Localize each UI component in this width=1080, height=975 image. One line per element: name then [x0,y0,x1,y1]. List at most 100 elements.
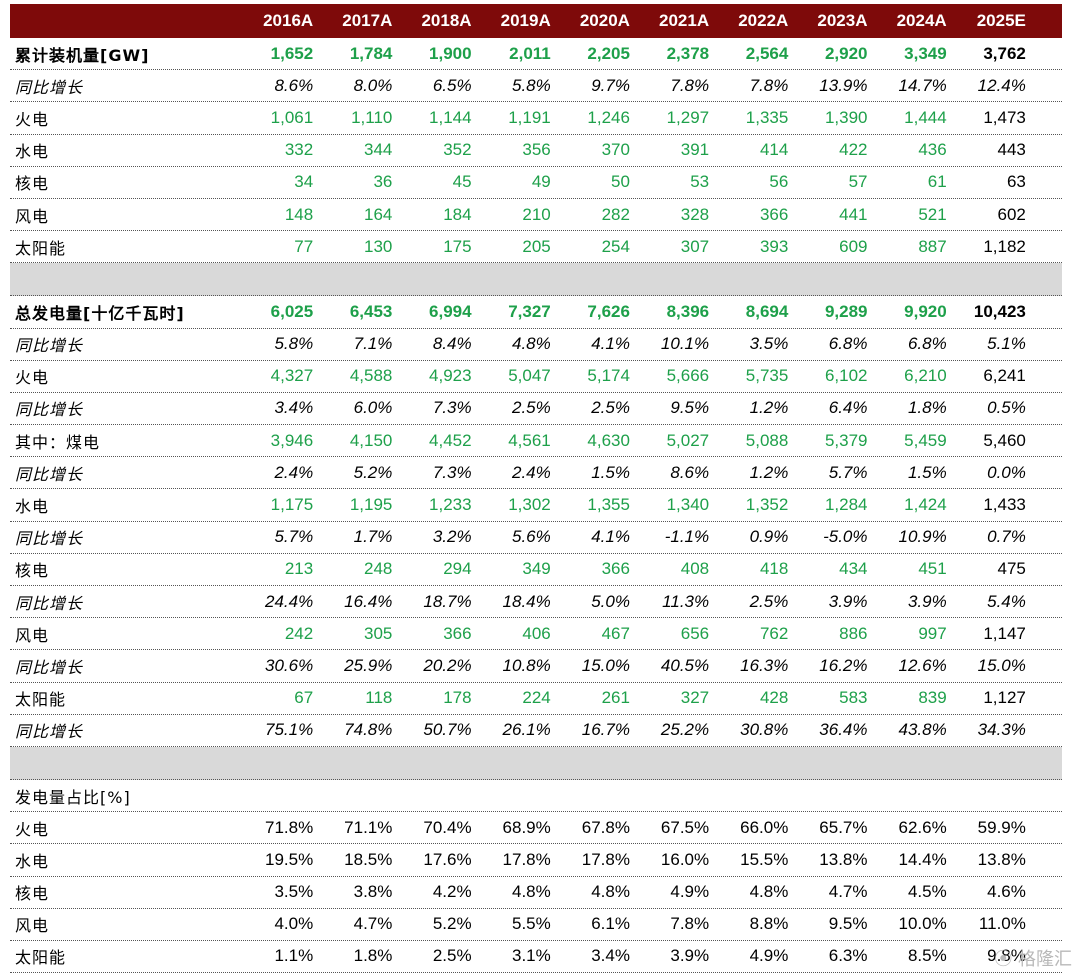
value-cell: 2.5% [512,398,551,418]
value-cell: 422 [839,140,868,160]
value-cell: 366 [601,559,630,579]
value-cell: 30.8% [740,720,789,740]
value-cell: 18.4% [502,591,551,611]
table-row: 水电 1,175 1,195 1,233 1,302 1,355 1,340 1,352 1,2… [10,489,1062,522]
value-cell: 1.7% [353,527,393,547]
value-cell: 7,327 [508,301,551,321]
value-cell: 609 [839,236,868,256]
value-cell: 4.8% [512,882,551,902]
value-cell: 428 [759,688,789,708]
row-label: 同比增长 [15,657,84,677]
value-cell: 349 [522,559,551,579]
row-label: 同比增长 [15,400,84,420]
value-cell: 8.4% [432,334,472,354]
value-cell: 9.5% [670,398,710,418]
value-cell: 583 [839,688,868,708]
header-year: 2023A [817,11,868,30]
value-cell: 17.8% [502,849,551,869]
value-cell: 4.8% [512,334,551,354]
value-cell: 1,784 [349,43,393,63]
value-cell: 16.7% [581,720,630,740]
value-cell: 26.1% [502,720,551,740]
value-cell: 13.9% [819,75,868,95]
value-cell: 14.4% [898,849,947,869]
value-cell: 3.1% [512,946,551,966]
value-cell: 15.5% [740,849,789,869]
value-cell: 12.6% [898,655,947,675]
value-cell: 2.5% [749,591,789,611]
header-year: 2016A [263,11,314,30]
value-cell: 2,011 [509,43,551,63]
header-year: 2025E [976,11,1026,30]
value-cell: 9,289 [824,301,868,321]
value-cell: 5,174 [587,366,630,386]
value-cell: 7.1% [353,334,393,354]
value-cell: 4,327 [270,366,314,386]
value-cell: 6.1% [591,914,630,934]
table-row: 核电 34 36 45 49 50 53 56 57 61 63 [10,167,1062,199]
value-cell: 77 [294,236,314,256]
value-cell: 3.2% [432,527,472,547]
value-cell: 5.8% [274,334,314,354]
value-cell: 50.7% [423,720,472,740]
value-cell: 36.4% [819,720,868,740]
value-cell: 53 [690,172,710,192]
value-cell: 63 [1006,172,1026,192]
value-cell: 1.5% [591,462,630,482]
value-cell: 327 [680,688,710,708]
value-cell: 2.5% [432,946,472,966]
table-row: 火电 4,327 4,588 4,923 5,047 5,174 5,666 5,735 6,1… [10,361,1062,393]
value-cell: 8.8% [749,914,789,934]
value-cell: 3.4% [591,946,630,966]
value-cell: 14.7% [898,75,947,95]
value-cell: 307 [680,236,710,256]
header-year: 2017A [342,11,393,30]
value-cell: 9.8% [987,946,1026,966]
value-cell: 391 [680,140,710,160]
value-cell: 261 [601,688,630,708]
value-cell: 3.5% [749,334,789,354]
value-cell: 4,452 [429,430,472,450]
row-label: 火电 [15,109,50,129]
value-cell: 184 [443,204,472,224]
value-cell: 3.4% [274,398,314,418]
value-cell: 3,762 [983,43,1026,63]
value-cell: 414 [759,140,789,160]
value-cell: 5.5% [512,914,551,934]
value-cell: 7.8% [670,914,710,934]
row-label: 太阳能 [15,238,67,258]
value-cell: 8.5% [907,946,947,966]
row-label: 核电 [15,884,50,904]
header-year: 2020A [579,11,630,30]
value-cell: 12.4% [977,75,1026,95]
value-cell: 20.2% [423,655,472,675]
value-cell: 0.5% [987,398,1026,418]
value-cell: 25.2% [660,720,710,740]
value-cell: 366 [443,623,472,643]
value-cell: 118 [365,688,393,708]
value-cell: 1,340 [666,495,710,515]
value-cell: 3.5% [274,882,314,902]
value-cell: 1,424 [904,495,947,515]
value-cell: 10.9% [898,527,947,547]
header-year: 2021A [659,11,710,30]
value-cell: 521 [918,204,947,224]
table-row: 同比增长 5.8% 7.1% 8.4% 4.8% 4.1% 10.1% 3.5% 6.8% 6.8… [10,329,1062,361]
table-row: 同比增长 5.7% 1.7% 3.2% 5.6% 4.1% -1.1% 0.9% -5.0% 10… [10,522,1062,554]
value-cell: 34.3% [977,720,1026,740]
value-cell: 2.5% [591,398,630,418]
value-cell: 16.3% [740,655,789,675]
value-cell: 1,297 [666,107,710,127]
table-header: 2016A 2017A 2018A 2019A 2020A 2021A 2022… [10,4,1062,38]
value-cell: 16.2% [819,655,868,675]
value-cell: 1,302 [508,495,551,515]
value-cell: 6.5% [432,75,472,95]
value-cell: 2,378 [666,43,710,63]
value-cell: 1,182 [983,236,1026,256]
table-row: 火电 71.8% 71.1% 70.4% 68.9% 67.8% 67.5% 66.0% 65.… [10,812,1062,845]
value-cell: 43.8% [898,720,947,740]
row-label: 水电 [15,851,50,871]
value-cell: 1,191 [508,107,551,127]
value-cell: 178 [443,688,472,708]
row-label: 水电 [15,497,50,517]
